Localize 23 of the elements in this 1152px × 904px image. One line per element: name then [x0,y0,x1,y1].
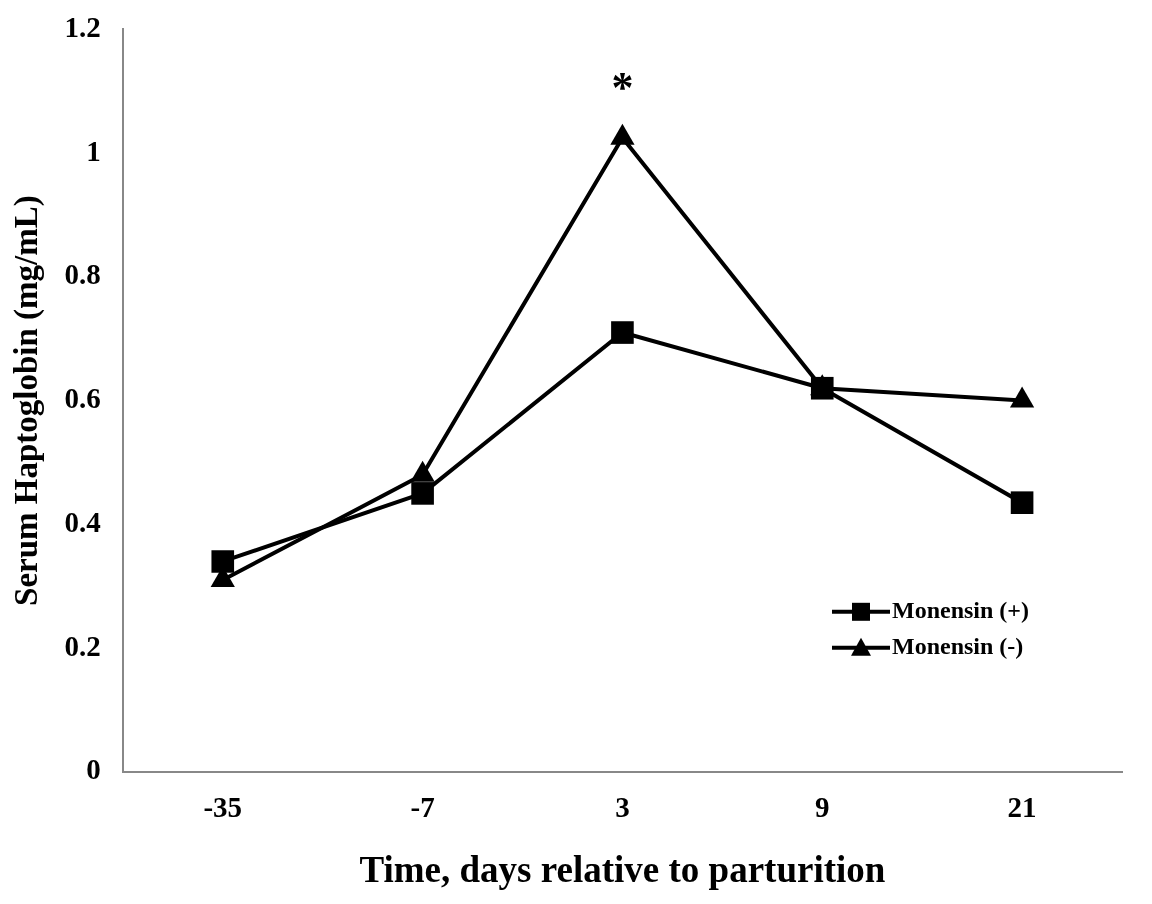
y-tick-label: 0.2 [64,629,101,662]
y-tick-label: 0.8 [64,258,101,291]
point [211,550,235,573]
x-tick-label: 9 [815,790,830,823]
x-axis-title: Time, days relative to parturition [359,849,886,891]
point [610,123,635,145]
y-tick-label: 0.6 [64,382,101,415]
y-tick-label: 0 [86,753,101,786]
point [411,482,434,505]
x-tick-label: 3 [615,790,630,823]
point [611,321,634,344]
point [810,376,834,400]
legend-label: Monensin (+) [892,597,1030,623]
y-tick-label: 1.2 [64,10,101,43]
annotation: * [611,63,634,113]
y-tick-label: 1 [86,134,101,167]
x-tick-label: -35 [203,790,243,823]
y-tick-label: 0.4 [64,505,101,538]
legend-label: Monensin (-) [892,633,1024,659]
y-axis-title: Serum Haptoglobin (mg/mL) [8,195,46,606]
x-tick-label: 21 [1007,790,1037,823]
point [1010,491,1034,514]
x-tick-label: -7 [410,790,435,823]
